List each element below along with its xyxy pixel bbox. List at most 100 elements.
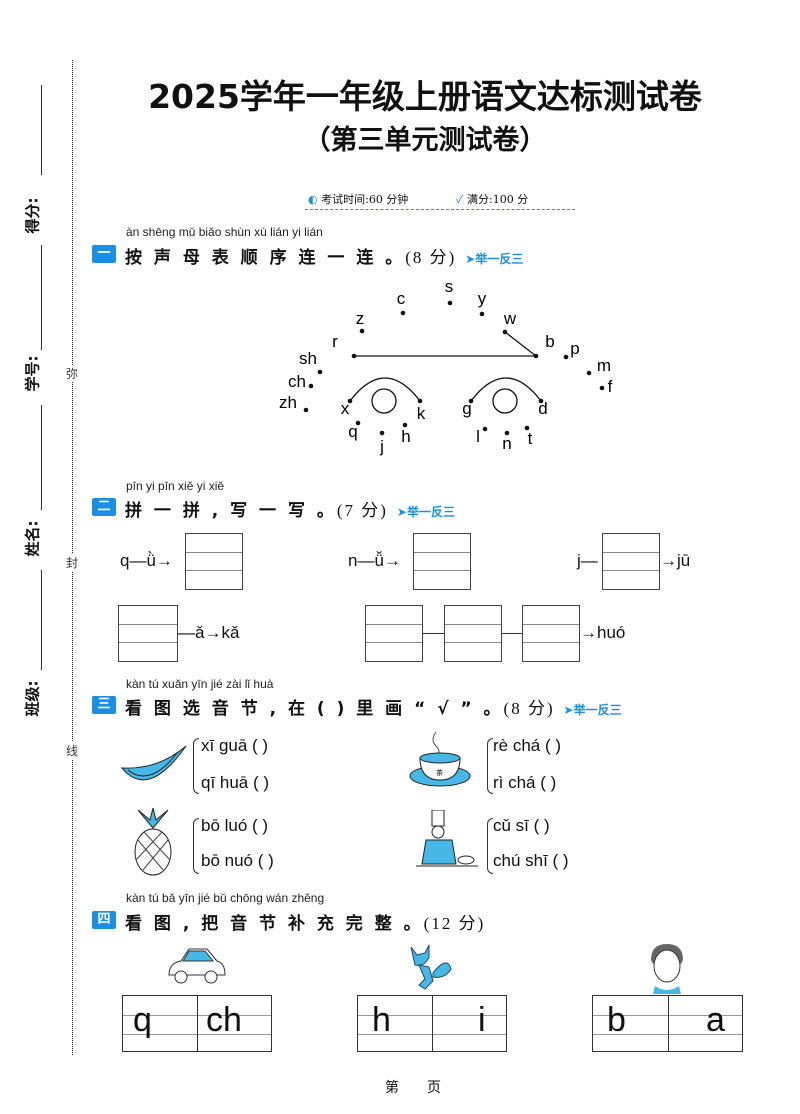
writing-box[interactable]	[118, 605, 178, 662]
section4-title: 看 图 , 把 音 节 补 充 完 整 。	[125, 914, 424, 934]
option-item[interactable]: xī guā ( )	[201, 736, 269, 755]
exam-time: ◐ 考试时间:60 分钟	[308, 191, 408, 207]
option-item[interactable]: bō nuó ( )	[201, 851, 274, 870]
connector	[502, 633, 522, 634]
tea-cup-image: 茶	[409, 731, 471, 787]
section2-title: 拼 一 拼 , 写 一 写 。	[125, 501, 337, 521]
car-image	[168, 948, 226, 984]
section2-number: 二	[92, 498, 116, 516]
pinyin-grid[interactable]: q ch	[122, 995, 272, 1052]
clock-icon: ◐	[308, 193, 318, 206]
chef-image	[416, 810, 478, 867]
exam-time-text: 考试时间:60 分钟	[321, 193, 409, 206]
letter-dot	[317, 369, 323, 375]
letter-dot	[563, 354, 569, 360]
letter-dot	[482, 426, 488, 432]
initial-letter: g	[462, 399, 471, 418]
letter-dot	[586, 370, 592, 376]
grid-letter: ch	[206, 1001, 242, 1039]
grid-letter: b	[607, 1001, 626, 1039]
letter-dot	[400, 310, 406, 316]
option-item[interactable]: bō luó ( )	[201, 816, 269, 835]
initial-letter: b	[545, 332, 554, 351]
initial-letter: sh	[299, 349, 317, 368]
writing-box[interactable]	[602, 533, 660, 590]
section4-pinyin: kàn tú bǎ yīn jié bǔ chōng wán zhěng	[126, 891, 325, 905]
section2-score: (7 分)	[336, 501, 388, 520]
option-item[interactable]: rì chá ( )	[493, 773, 557, 792]
letter-dot	[359, 328, 365, 334]
initial-letter: d	[538, 399, 547, 418]
spell-item: →huó	[580, 623, 626, 642]
arc-line	[349, 377, 421, 402]
section3-number: 三	[92, 696, 116, 714]
initial-letter: z	[356, 309, 365, 328]
section3-pinyin: kàn tú xuǎn yīn jié zài lǐ huà	[126, 677, 274, 691]
section3-tag: ➤举一反三	[563, 703, 622, 717]
grid-letter: a	[706, 1001, 725, 1039]
class-blank	[41, 570, 42, 670]
initial-letter: w	[503, 309, 517, 328]
writing-box[interactable]	[185, 533, 243, 590]
arc-line	[470, 377, 542, 402]
connector	[423, 633, 444, 634]
option-item[interactable]: cǔ sī ( )	[493, 816, 550, 835]
id-blank	[41, 245, 42, 350]
writing-box[interactable]	[413, 533, 471, 590]
initial-letter: zh	[279, 393, 297, 412]
section3-score: (8 分)	[503, 699, 555, 718]
cut-mark: 线	[66, 742, 79, 759]
brace	[487, 738, 493, 794]
brace	[193, 818, 199, 874]
option-item[interactable]: qī huā ( )	[201, 773, 270, 792]
section1-heading: 按 声 母 表 顺 序 连 一 连 。(8 分) ➤举一反三	[125, 243, 523, 268]
option-item[interactable]: rè chá ( )	[493, 736, 562, 755]
section1-tag: ➤举一反三	[465, 252, 524, 266]
section4-heading: 看 图 , 把 音 节 补 充 完 整 。(12 分)	[125, 909, 485, 934]
section2-tag: ➤举一反三	[396, 505, 455, 519]
initial-letter: x	[341, 399, 350, 418]
initial-letter: m	[597, 356, 611, 375]
initial-letter: y	[478, 289, 487, 308]
cut-mark: 弥	[66, 365, 79, 382]
letter-dot	[447, 300, 453, 306]
class-label: 班级:	[23, 680, 42, 717]
initial-letter: s	[445, 277, 454, 296]
initial-letter: q	[348, 422, 357, 441]
writing-box[interactable]	[522, 605, 580, 662]
initial-letter: f	[608, 377, 613, 396]
writing-box[interactable]	[444, 605, 502, 662]
connect-line	[504, 331, 537, 357]
initial-letter: ch	[288, 372, 306, 391]
grid-letter: h	[372, 1001, 391, 1039]
letter-dot	[402, 422, 408, 428]
initial-letter: p	[570, 339, 579, 358]
score-blank	[41, 85, 42, 175]
letter-dot	[308, 383, 314, 389]
initial-letter: n	[502, 434, 511, 453]
letter-dot	[417, 398, 423, 404]
initial-letter: c	[397, 289, 406, 308]
svg-text:茶: 茶	[436, 768, 443, 777]
face-circle	[371, 388, 397, 414]
full-score-text: 满分:100 分	[467, 193, 529, 206]
initial-letter: r	[332, 332, 338, 351]
initial-letter: l	[476, 427, 480, 446]
writing-box[interactable]	[365, 605, 423, 662]
initial-letter: h	[401, 427, 410, 446]
section1-pinyin: àn shēng mǔ biǎo shùn xù lián yi lián	[126, 225, 323, 239]
letter-dot	[468, 398, 474, 404]
letter-dot	[533, 353, 539, 359]
brace	[487, 818, 493, 874]
letter-dot	[379, 430, 385, 436]
spell-item: q—ǜ→	[120, 551, 173, 570]
spell-item: —ǎ→kǎ	[178, 623, 240, 642]
name-label: 姓名:	[23, 520, 42, 557]
letter-dot	[599, 385, 605, 391]
option-item[interactable]: chú shī ( )	[493, 851, 569, 870]
section2-pinyin: pīn yi pīn xiě yi xiě	[126, 479, 225, 493]
name-blank	[41, 405, 42, 510]
page-number: 第 页	[385, 1080, 441, 1096]
